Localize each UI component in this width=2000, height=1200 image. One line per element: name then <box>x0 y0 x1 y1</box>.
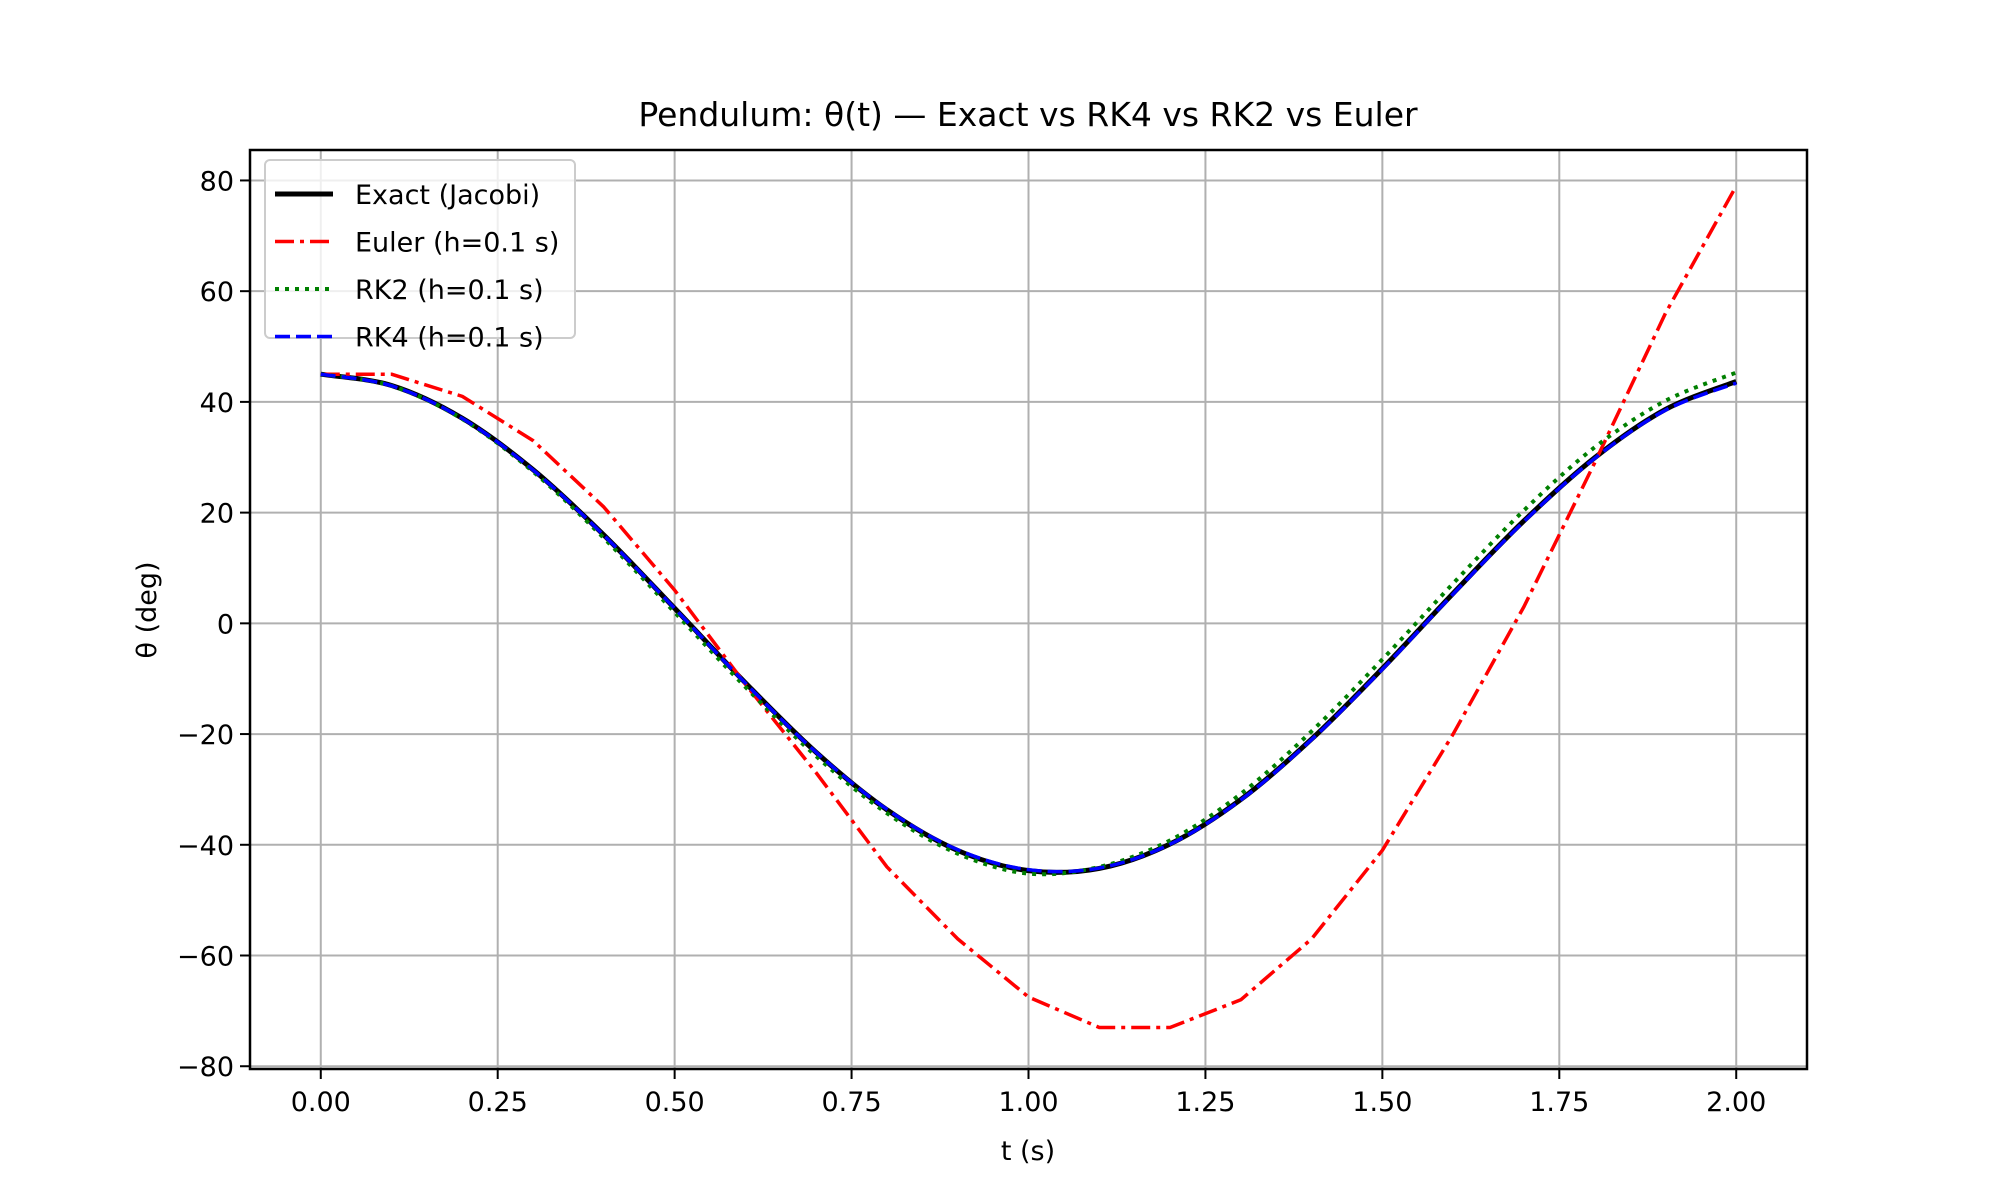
y-tick-label: −20 <box>177 720 234 751</box>
legend-label-rk2: RK2 (h=0.1 s) <box>355 275 544 306</box>
x-tick-label: 1.00 <box>998 1087 1058 1118</box>
x-tick-label: 0.00 <box>291 1087 351 1118</box>
legend: Exact (Jacobi) Euler (h=0.1 s) RK2 (h=0.1 … <box>264 159 576 354</box>
y-tick-label: 60 <box>200 277 234 308</box>
x-tick-label: 0.50 <box>645 1087 705 1118</box>
ticks: 0.00 0.25 0.50 0.75 1.00 1.25 1.50 1.75 2.00 −80 −… <box>177 166 1766 1118</box>
y-tick-label: −60 <box>177 942 234 973</box>
legend-label-exact: Exact (Jacobi) <box>355 180 540 211</box>
grid <box>250 150 1807 1069</box>
legend-label-rk4: RK4 (h=0.1 s) <box>355 323 544 354</box>
x-tick-label: 1.75 <box>1529 1087 1589 1118</box>
x-tick-label: 1.50 <box>1352 1087 1412 1118</box>
y-axis-label: θ (deg) <box>132 561 163 658</box>
y-tick-label: 40 <box>200 388 234 419</box>
y-tick-label: 80 <box>200 166 234 197</box>
y-tick-label: 20 <box>200 499 234 530</box>
x-tick-label: 0.25 <box>468 1087 528 1118</box>
legend-label-euler: Euler (h=0.1 s) <box>355 228 559 259</box>
y-tick-label: 0 <box>217 609 234 640</box>
y-tick-label: −80 <box>177 1052 234 1083</box>
x-tick-label: 0.75 <box>822 1087 882 1118</box>
series-line-rk4 <box>320 372 1737 874</box>
series-line-euler <box>320 185 1738 1030</box>
chart-title: Pendulum: θ(t) — Exact vs RK4 vs RK2 vs … <box>638 95 1418 134</box>
series-layer <box>320 185 1738 1030</box>
y-tick-label: −40 <box>177 831 234 862</box>
x-tick-label: 2.00 <box>1706 1087 1766 1118</box>
x-tick-label: 1.25 <box>1175 1087 1235 1118</box>
x-axis-label: t (s) <box>1001 1136 1055 1167</box>
legend-box <box>264 159 576 339</box>
